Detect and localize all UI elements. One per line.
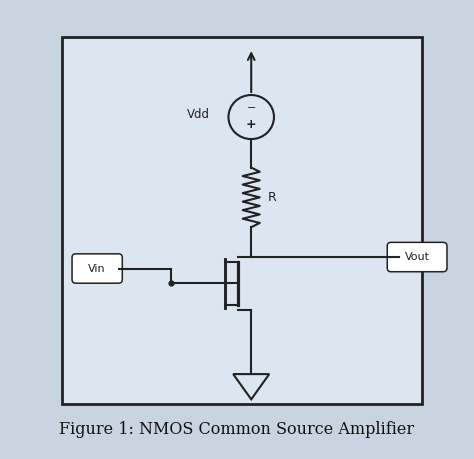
Bar — [62, 37, 422, 404]
Text: Vout: Vout — [405, 252, 429, 262]
FancyBboxPatch shape — [72, 254, 122, 283]
Text: Figure 1: NMOS Common Source Amplifier: Figure 1: NMOS Common Source Amplifier — [59, 420, 415, 438]
Text: −: − — [246, 103, 256, 113]
FancyBboxPatch shape — [387, 242, 447, 272]
Text: Vin: Vin — [88, 263, 106, 274]
Text: Vdd: Vdd — [186, 108, 210, 121]
Text: R: R — [268, 191, 276, 204]
Text: +: + — [246, 118, 256, 131]
